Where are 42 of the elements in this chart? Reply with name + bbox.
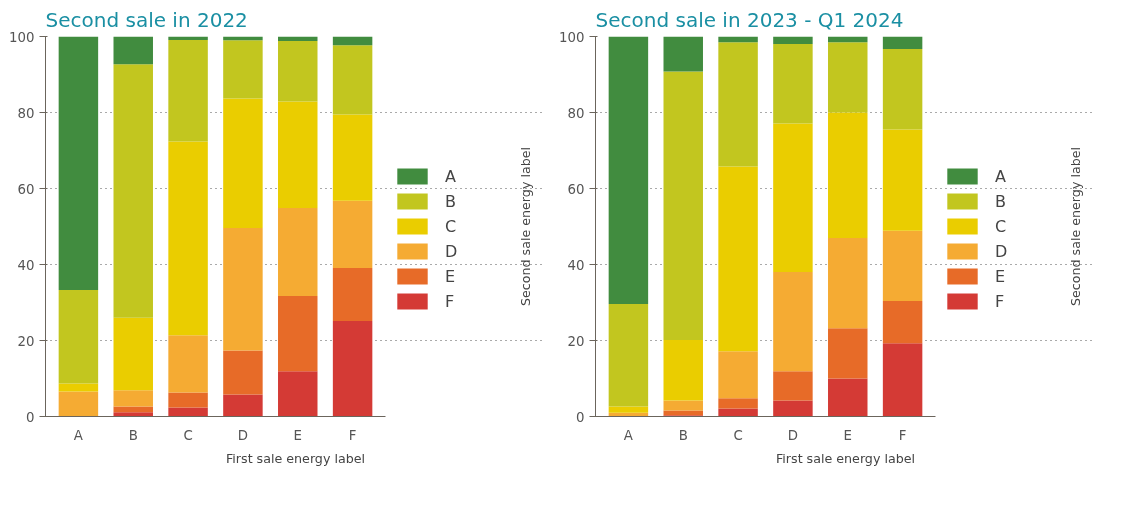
y-tick-label: 100	[9, 29, 35, 45]
x-tick-label: D	[237, 427, 249, 443]
legend-label: C	[995, 216, 1008, 236]
chart-title: Second sale in 2022	[45, 7, 248, 32]
legend-label: B	[445, 191, 457, 211]
legend-label: D	[445, 241, 459, 261]
legend-label: E	[995, 266, 1007, 286]
y-tick-label: 20	[17, 333, 35, 349]
y-tick-label: 100	[559, 29, 585, 45]
legend-title: Second sale energy label	[518, 146, 533, 306]
y-tick-label: 0	[26, 409, 35, 425]
chart-title: Second sale in 2023 - Q1 2024	[595, 7, 904, 32]
legend-label: E	[445, 266, 457, 286]
x-tick-label: A	[623, 427, 633, 443]
x-axis-title: First sale energy label	[775, 450, 916, 466]
legend-label: F	[445, 291, 456, 311]
x-tick-label: B	[128, 427, 138, 443]
x-tick-label: F	[348, 427, 357, 443]
x-tick-label: F	[898, 427, 907, 443]
legend-label: F	[995, 291, 1006, 311]
x-axis-title: First sale energy label	[225, 450, 366, 466]
legend-label: C	[445, 216, 458, 236]
x-tick-label: E	[293, 427, 302, 443]
legend-title: Second sale energy label	[1068, 146, 1083, 306]
y-tick-label: 40	[17, 257, 35, 273]
y-tick-label: 80	[567, 105, 585, 121]
x-tick-label: C	[733, 427, 743, 443]
x-tick-label: A	[73, 427, 83, 443]
x-tick-label: D	[787, 427, 799, 443]
x-tick-label: E	[843, 427, 852, 443]
x-tick-label: B	[678, 427, 688, 443]
legend-label: D	[995, 241, 1009, 261]
y-tick-label: 80	[17, 105, 35, 121]
y-tick-label: 0	[576, 409, 585, 425]
y-tick-label: 40	[567, 257, 585, 273]
y-tick-label: 60	[17, 181, 35, 197]
y-tick-label: 60	[567, 181, 585, 197]
legend-label: A	[995, 166, 1007, 186]
x-tick-label: C	[183, 427, 193, 443]
legend-label: A	[445, 166, 457, 186]
legend-label: B	[995, 191, 1007, 211]
y-tick-label: 20	[567, 333, 585, 349]
